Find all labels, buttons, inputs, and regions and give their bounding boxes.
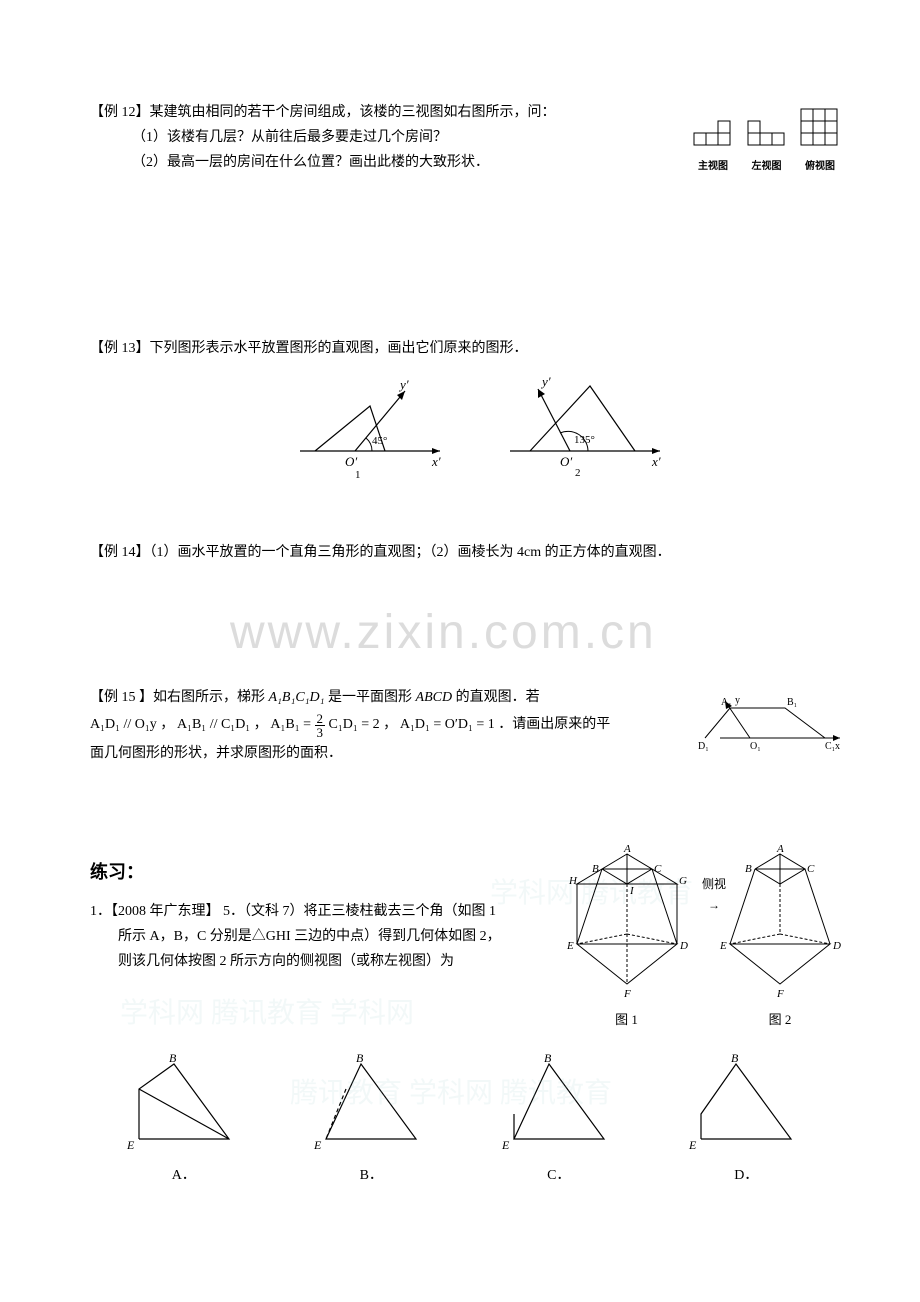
top-view-label: 俯视图 (799, 158, 841, 176)
p13-f1-sub: 1 (355, 469, 361, 481)
front-view-label: 主视图 (692, 158, 734, 176)
fraction: 23 (315, 712, 326, 739)
p15-abcd1: A₁B₁C₁D₁ (269, 690, 325, 705)
f1-B: B (592, 863, 599, 875)
option-B: B E B． (278, 1054, 466, 1188)
frac-den: 3 (315, 726, 326, 739)
frac-num: 2 (315, 712, 326, 726)
optB-label: B． (278, 1163, 466, 1188)
optB-B: B (356, 1054, 364, 1065)
f1-C: C (654, 863, 662, 875)
p13-f2-x: x′ (651, 454, 661, 469)
p14-title: 【例 14】（1）画水平放置的一个直角三角形的直观图；（2）画棱长为 4cm 的… (90, 540, 840, 565)
optC-svg: B E (494, 1054, 624, 1154)
front-view-svg (692, 117, 734, 147)
options-row: B E A． B E B． B E (90, 1054, 840, 1188)
problem-14: 【例 14】（1）画水平放置的一个直角三角形的直观图；（2）画棱长为 4cm 的… (90, 540, 840, 565)
p13-f1-x: x′ (431, 454, 441, 469)
p13-f2-sub: 2 (575, 467, 581, 479)
p15-abcd: ABCD (416, 690, 453, 705)
optA-B: B (169, 1054, 177, 1065)
p15-y: y (735, 695, 740, 706)
left-view-svg (746, 117, 788, 147)
side-view-arrow: 侧视→ (702, 874, 726, 917)
f2-F: F (776, 988, 784, 999)
p15-A: A₁ (721, 697, 732, 708)
f1-D: D (679, 940, 688, 952)
left-view: 左视图 (746, 117, 788, 176)
practice-section: 练习： 学科网 腾讯教育 学科网 腾讯教育 学科网 腾讯教育 学科网 腾讯教育 … (90, 856, 840, 1188)
p13-figures: 45° y′ x′ O′ 1 135° y′ x′ O′ 2 (90, 371, 840, 490)
fig2-label: 图 2 (710, 1008, 850, 1031)
top-view: 俯视图 (799, 105, 841, 176)
p15-D: D₁ (698, 741, 709, 752)
p15-t3: 的直观图．若 (452, 690, 540, 705)
p15-t2: 是一平面图形 (325, 690, 416, 705)
f2-E: E (719, 940, 727, 952)
p13-f2-o: O′ (560, 454, 572, 469)
f1-F: F (623, 988, 631, 999)
problem-13: 【例 13】下列图形表示水平放置图形的直观图，画出它们原来的图形． 45° y′… (90, 336, 840, 490)
p13-f1-o: O′ (345, 454, 357, 469)
optA-E: E (126, 1138, 135, 1152)
p13-f2-angle: 135° (574, 434, 595, 446)
optA-label: A． (90, 1163, 278, 1188)
p13-f1-angle: 45° (372, 435, 387, 447)
p13-svg: 45° y′ x′ O′ 1 135° y′ x′ O′ 2 (250, 371, 680, 481)
optC-B: B (544, 1054, 552, 1065)
side-view-label: 侧视 (702, 877, 726, 891)
fig2-svg: A B C E D F (710, 844, 850, 999)
option-C: B E C． (465, 1054, 653, 1188)
p15-l2b: C₁D₁ = 2 ， A₁D₁ = O′D₁ = 1 ．请画出原来的平 (325, 717, 610, 732)
optC-label: C． (465, 1163, 653, 1188)
f1-E: E (566, 940, 574, 952)
p15-B: B₁ (787, 697, 797, 708)
problem-12: 【例 12】某建筑由相同的若干个房间组成，该楼的三视图如右图所示，问： （1）该… (90, 100, 840, 176)
p15-t1: 【例 15 】如右图所示，梯形 (90, 690, 269, 705)
f1-A: A (623, 844, 631, 855)
prism-figures: H A G B C I E D F 图 1 侧视→ (557, 844, 851, 1032)
optB-svg: B E (306, 1054, 436, 1154)
three-views: 主视图 左视图 俯视图 (688, 105, 845, 176)
f1-H: H (568, 875, 578, 887)
optD-label: D． (653, 1163, 841, 1188)
front-view: 主视图 (692, 117, 734, 176)
f2-A: A (776, 844, 784, 855)
f1-I: I (629, 885, 635, 897)
optC-E: E (501, 1138, 510, 1152)
problem-15: 【例 15 】如右图所示，梯形 A₁B₁C₁D₁ 是一平面图形 ABCD 的直观… (90, 685, 840, 766)
p13-title: 【例 13】下列图形表示水平放置图形的直观图，画出它们原来的图形． (90, 336, 840, 361)
watermark-text: www.zixin.com.cn (230, 590, 657, 676)
option-D: B E D． (653, 1054, 841, 1188)
f2-D: D (832, 940, 841, 952)
f2-B: B (745, 863, 752, 875)
top-view-svg (799, 105, 841, 147)
optD-E: E (688, 1138, 697, 1152)
optA-svg: B E (119, 1054, 249, 1154)
p15-O: O₁ (750, 741, 761, 752)
f1-G: G (679, 875, 687, 887)
option-A: B E A． (90, 1054, 278, 1188)
fig1-label: 图 1 (557, 1008, 697, 1031)
p13-f1-y: y′ (398, 377, 409, 392)
fig1-svg: H A G B C I E D F (557, 844, 697, 999)
p15-C: C₁ (825, 741, 835, 752)
f2-C: C (807, 863, 815, 875)
p15-figure: A₁ B₁ C₁ D₁ O₁ x y (695, 693, 845, 753)
optD-B: B (731, 1054, 739, 1065)
optB-E: E (313, 1138, 322, 1152)
p15-l2a: A₁D₁ // O₁y ， A₁B₁ // C₁D₁ ， A₁B₁ = (90, 717, 315, 732)
p13-f2-y: y′ (540, 374, 551, 389)
optD-svg: B E (681, 1054, 811, 1154)
left-view-label: 左视图 (746, 158, 788, 176)
p15-x: x (835, 741, 840, 752)
